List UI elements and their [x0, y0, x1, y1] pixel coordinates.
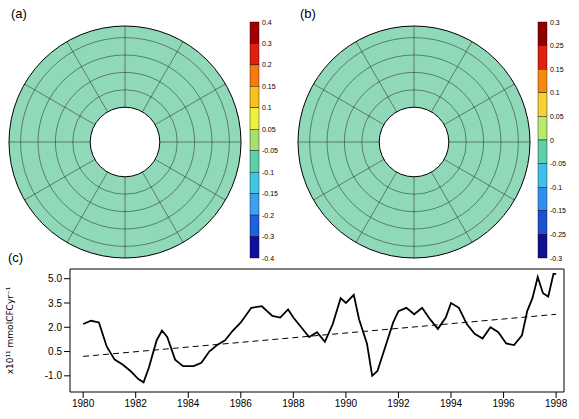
svg-text:0.1: 0.1 [262, 104, 272, 111]
svg-text:1988: 1988 [282, 398, 305, 409]
svg-text:1980: 1980 [72, 398, 95, 409]
svg-text:1986: 1986 [230, 398, 253, 409]
svg-text:-0.3: -0.3 [262, 233, 274, 240]
svg-text:0.3: 0.3 [262, 40, 272, 47]
svg-text:1982: 1982 [125, 398, 148, 409]
svg-text:0.05: 0.05 [262, 126, 276, 133]
svg-text:1984: 1984 [177, 398, 200, 409]
svg-text:(a): (a) [11, 6, 27, 21]
svg-text:3.5: 3.5 [48, 298, 62, 309]
svg-text:-1.0: -1.0 [45, 370, 63, 381]
svg-text:1994: 1994 [440, 398, 463, 409]
svg-text:x10¹¹ mmolCFCyr⁻¹: x10¹¹ mmolCFCyr⁻¹ [5, 286, 15, 374]
svg-text:0.05: 0.05 [550, 113, 564, 120]
svg-text:0.15: 0.15 [262, 83, 276, 90]
svg-text:-0.2: -0.2 [262, 212, 274, 219]
svg-text:5.0: 5.0 [48, 273, 62, 284]
svg-text:0.15: 0.15 [550, 66, 564, 73]
svg-text:1998: 1998 [545, 398, 568, 409]
svg-text:-0.4: -0.4 [262, 255, 274, 262]
svg-text:-0.3: -0.3 [550, 255, 562, 262]
html-text:(c): (c) [8, 250, 24, 265]
svg-text:-0.05: -0.05 [550, 160, 566, 167]
svg-text:0.2: 0.2 [262, 61, 272, 68]
svg-text:1992: 1992 [387, 398, 410, 409]
svg-text:0.5: 0.5 [48, 346, 62, 357]
svg-text:2.0: 2.0 [48, 322, 62, 333]
svg-text:(b): (b) [300, 6, 316, 21]
svg-text:-0.15: -0.15 [262, 190, 278, 197]
svg-text:-0.15: -0.15 [550, 207, 566, 214]
svg-text:0: 0 [550, 137, 554, 144]
svg-text:1990: 1990 [335, 398, 358, 409]
svg-text:-0.05: -0.05 [262, 147, 278, 154]
svg-text:0.4: 0.4 [262, 19, 272, 26]
svg-text:-0.1: -0.1 [550, 184, 562, 191]
svg-text:-0.25: -0.25 [550, 231, 566, 238]
svg-text:0.25: 0.25 [550, 42, 564, 49]
svg-text:-0.1: -0.1 [262, 169, 274, 176]
svg-text:0.3: 0.3 [550, 19, 560, 26]
svg-text:0.1: 0.1 [550, 89, 560, 96]
svg-text:1996: 1996 [492, 398, 515, 409]
